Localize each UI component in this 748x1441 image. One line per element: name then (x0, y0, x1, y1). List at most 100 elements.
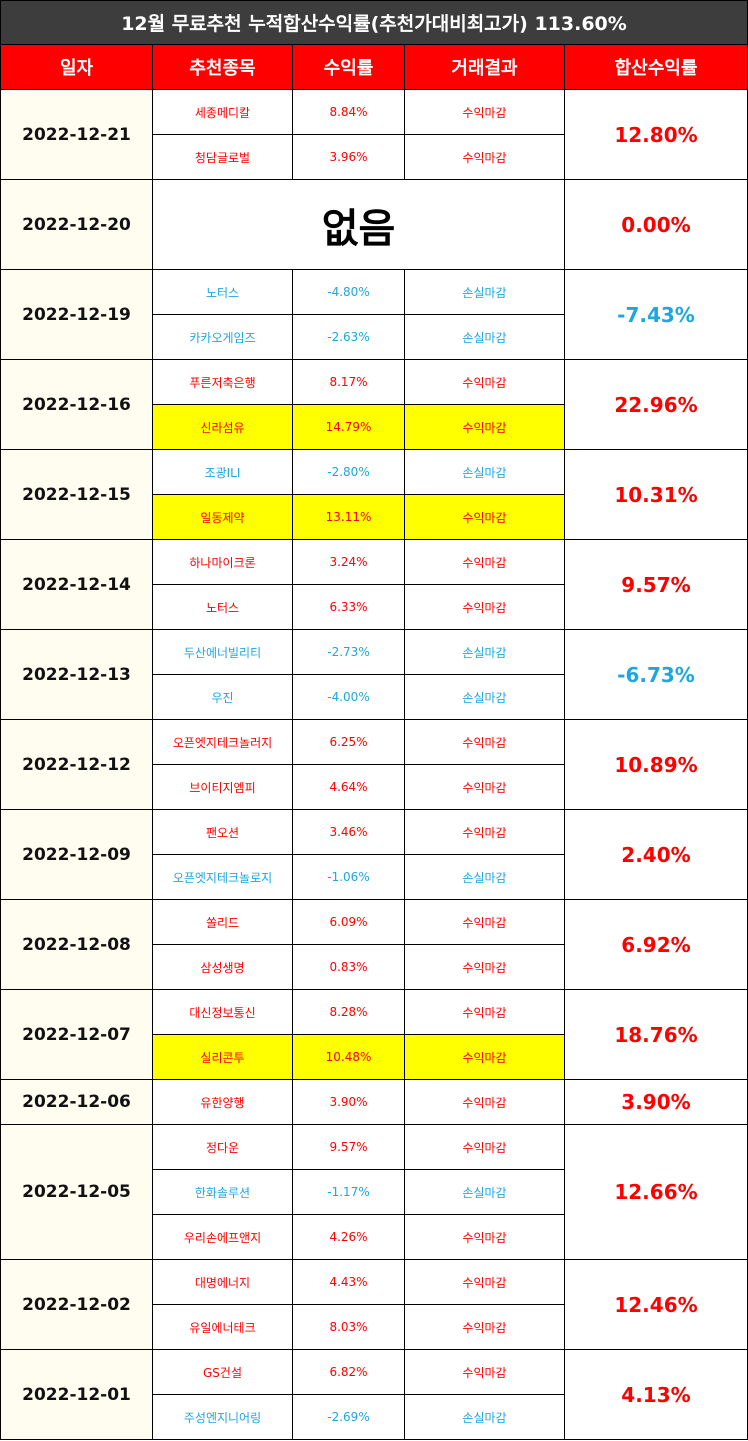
stock-return: 13.11% (293, 495, 405, 540)
stock-name: 푸른저축은행 (153, 360, 293, 405)
stock-return: 4.64% (293, 765, 405, 810)
total-cell: 3.90% (565, 1080, 748, 1125)
header-cell: 수익률 (293, 45, 405, 90)
stock-return: 4.26% (293, 1215, 405, 1260)
total-cell: 0.00% (565, 180, 748, 270)
stock-return: -4.80% (293, 270, 405, 315)
total-cell: 22.96% (565, 360, 748, 450)
stock-name: 주성엔지니어링 (153, 1395, 293, 1440)
total-cell: 12.66% (565, 1125, 748, 1260)
stock-name: 노터스 (153, 585, 293, 630)
stock-return: 3.46% (293, 810, 405, 855)
stock-name: 정다운 (153, 1125, 293, 1170)
stock-return: 3.24% (293, 540, 405, 585)
stock-result: 수익마감 (405, 1350, 565, 1395)
stock-name: GS건설 (153, 1350, 293, 1395)
stock-result: 손실마감 (405, 450, 565, 495)
stock-name: 우진 (153, 675, 293, 720)
stock-name: 세종메디칼 (153, 90, 293, 135)
stock-result: 수익마감 (405, 540, 565, 585)
stock-name: 노터스 (153, 270, 293, 315)
stock-name: 팬오션 (153, 810, 293, 855)
stock-result: 손실마감 (405, 270, 565, 315)
total-cell: 12.46% (565, 1260, 748, 1350)
header-cell: 추천종목 (153, 45, 293, 90)
stock-return: 9.57% (293, 1125, 405, 1170)
stock-name: 대명에너지 (153, 1260, 293, 1305)
stock-result: 손실마감 (405, 315, 565, 360)
stock-return: 10.48% (293, 1035, 405, 1080)
stock-result: 손실마감 (405, 855, 565, 900)
stock-return: -2.80% (293, 450, 405, 495)
stock-name: 삼성생명 (153, 945, 293, 990)
stock-return: 8.28% (293, 990, 405, 1035)
stock-return: 3.90% (293, 1080, 405, 1125)
stock-return: 14.79% (293, 405, 405, 450)
date-cell: 2022-12-07 (0, 990, 153, 1080)
header-cell: 거래결과 (405, 45, 565, 90)
total-cell: -7.43% (565, 270, 748, 360)
stock-return: -2.73% (293, 630, 405, 675)
stock-return: -1.06% (293, 855, 405, 900)
stock-result: 수익마감 (405, 1035, 565, 1080)
stock-name: 브이티지엠피 (153, 765, 293, 810)
stock-name: 두산에너빌리티 (153, 630, 293, 675)
date-cell: 2022-12-19 (0, 270, 153, 360)
stock-return: 8.17% (293, 360, 405, 405)
stock-name: 카카오게임즈 (153, 315, 293, 360)
stock-return: 0.83% (293, 945, 405, 990)
stock-result: 수익마감 (405, 765, 565, 810)
total-cell: 9.57% (565, 540, 748, 630)
stock-name: 쏠리드 (153, 900, 293, 945)
stock-return: 6.25% (293, 720, 405, 765)
stock-return: 4.43% (293, 1260, 405, 1305)
stock-return: -2.63% (293, 315, 405, 360)
title: 12월 무료추천 누적합산수익률(추천가대비최고가) 113.60% (0, 0, 748, 45)
total-cell: 10.31% (565, 450, 748, 540)
date-cell: 2022-12-06 (0, 1080, 153, 1125)
stock-result: 수익마감 (405, 1305, 565, 1350)
total-cell: 2.40% (565, 810, 748, 900)
stock-name: 오픈엣지테크놀로지 (153, 855, 293, 900)
stock-name: 유일에너테크 (153, 1305, 293, 1350)
stock-name: 대신정보통신 (153, 990, 293, 1035)
date-cell: 2022-12-09 (0, 810, 153, 900)
stock-return: 6.09% (293, 900, 405, 945)
stock-result: 수익마감 (405, 90, 565, 135)
stock-return: -4.00% (293, 675, 405, 720)
stock-name: 한화솔루션 (153, 1170, 293, 1215)
stock-name: 오픈엣지테크놀러지 (153, 720, 293, 765)
note-cell: 없음 (153, 180, 565, 270)
stock-result: 수익마감 (405, 405, 565, 450)
date-cell: 2022-12-13 (0, 630, 153, 720)
total-cell: 4.13% (565, 1350, 748, 1440)
stock-result: 수익마감 (405, 990, 565, 1035)
header-cell: 합산수익률 (565, 45, 748, 90)
date-cell: 2022-12-20 (0, 180, 153, 270)
total-cell: 10.89% (565, 720, 748, 810)
stock-result: 손실마감 (405, 1170, 565, 1215)
header-cell: 일자 (0, 45, 153, 90)
total-cell: 12.80% (565, 90, 748, 180)
stock-return: 8.84% (293, 90, 405, 135)
stock-result: 수익마감 (405, 135, 565, 180)
total-cell: 18.76% (565, 990, 748, 1080)
stock-name: 하나마이크론 (153, 540, 293, 585)
date-cell: 2022-12-15 (0, 450, 153, 540)
stock-name: 유한양행 (153, 1080, 293, 1125)
stock-name: 일동제약 (153, 495, 293, 540)
stock-result: 수익마감 (405, 810, 565, 855)
stock-result: 수익마감 (405, 945, 565, 990)
stock-name: 청담글로벌 (153, 135, 293, 180)
stock-result: 수익마감 (405, 1080, 565, 1125)
stock-result: 수익마감 (405, 585, 565, 630)
stock-name: 조광ILI (153, 450, 293, 495)
date-cell: 2022-12-08 (0, 900, 153, 990)
stock-result: 수익마감 (405, 1260, 565, 1305)
stock-result: 수익마감 (405, 720, 565, 765)
stock-return: -1.17% (293, 1170, 405, 1215)
stock-return: 6.33% (293, 585, 405, 630)
date-cell: 2022-12-12 (0, 720, 153, 810)
stock-result: 손실마감 (405, 675, 565, 720)
